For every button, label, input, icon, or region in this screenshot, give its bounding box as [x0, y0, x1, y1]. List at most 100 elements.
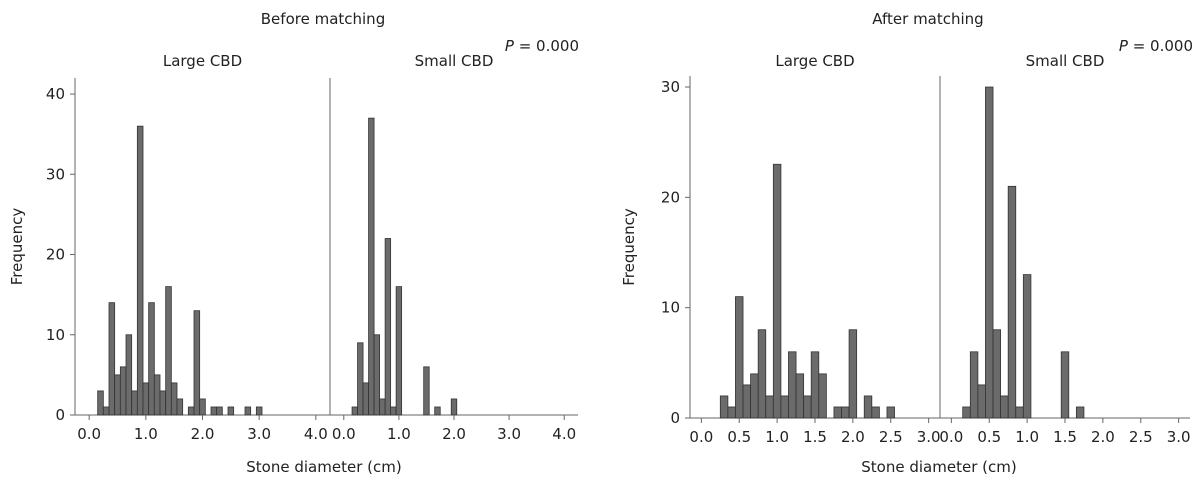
x-tick-label: 0.5 [727, 428, 751, 446]
histogram-bar [772, 163, 782, 419]
y-tick-label: 10 [661, 299, 680, 317]
histogram-bar [165, 286, 172, 416]
histogram-bar [434, 406, 441, 416]
histogram-bar [148, 302, 155, 416]
histogram-bar [210, 406, 218, 416]
histogram-bar [119, 366, 127, 416]
histogram-bar [765, 395, 774, 419]
histogram-bar [102, 406, 110, 416]
x-axis-label: Stone diameter (cm) [246, 458, 401, 476]
x-tick-label: 1.0 [1015, 428, 1039, 446]
histogram-bar [176, 398, 184, 416]
p-value-annotation: P = 0.000 [1119, 37, 1193, 55]
histogram-bar [818, 373, 827, 419]
chart-title: Before matching [261, 10, 385, 28]
histogram-bar [153, 374, 161, 416]
x-tick-label: 1.5 [1053, 428, 1077, 446]
histogram-bar [199, 398, 206, 416]
x-tick-label: 4.0 [552, 425, 576, 443]
x-tick-label: 4.0 [304, 425, 328, 443]
x-tick-label: 2.0 [1091, 428, 1115, 446]
histogram-bar [750, 373, 759, 419]
histogram-bar [788, 351, 797, 419]
histogram-bar [108, 302, 116, 416]
histogram-bar [848, 329, 858, 419]
histogram-bar [977, 384, 986, 419]
histogram-bar [841, 406, 850, 419]
histogram-bar [423, 366, 430, 416]
histogram-bar [142, 382, 150, 416]
histogram-bar [136, 125, 144, 416]
panel-large-cbd: Large CBD 0.0 1.0 2.0 3.0 4.0 [75, 52, 330, 443]
histogram-bar [780, 395, 789, 419]
histogram-bar [131, 390, 138, 416]
histogram-bar [735, 296, 744, 419]
y-axis-label: Frequency [620, 208, 638, 286]
histogram-bar [193, 310, 201, 416]
x-tick-label: 2.5 [879, 428, 903, 446]
histogram-bar [97, 390, 104, 416]
histogram-bar [1075, 406, 1085, 419]
histogram-bar [390, 406, 397, 416]
histogram-bar [985, 86, 994, 419]
panel-label: Small CBD [415, 52, 494, 70]
histogram-bar [255, 406, 263, 416]
histogram-bar [216, 406, 223, 416]
histogram-bar [871, 406, 880, 419]
histogram-bar [395, 286, 403, 416]
chart-1: After matching P = 0.000 0 10 20 30 Frequency S… [620, 10, 1193, 476]
histogram-bar [969, 351, 979, 419]
histogram-bar [1015, 406, 1024, 419]
y-tick-label: 10 [46, 326, 65, 344]
x-tick-label: 3.0 [1167, 428, 1191, 446]
p-value-text: = 0.000 [1128, 37, 1193, 55]
x-tick-label: 1.0 [134, 425, 158, 443]
panel-label: Large CBD [775, 52, 854, 70]
panel-small-cbd: Small CBD 0.0 0.5 1.0 1.5 2.0 2.5 3.0 [939, 52, 1190, 446]
histogram-bar [795, 373, 805, 419]
histogram-bar [962, 406, 971, 419]
p-value-symbol: P [505, 37, 515, 55]
x-tick-label: 1.0 [765, 428, 789, 446]
y-tick-label: 20 [46, 246, 65, 264]
histogram-bar [1060, 351, 1070, 419]
x-tick-label: 0.5 [977, 428, 1001, 446]
histogram-bar [114, 374, 121, 416]
panel-label: Large CBD [163, 52, 242, 70]
y-tick-label: 30 [46, 165, 65, 183]
x-tick-label: 2.0 [841, 428, 865, 446]
x-tick-label: 0.0 [332, 425, 356, 443]
p-value-text: = 0.000 [514, 37, 579, 55]
histogram-bar [362, 382, 369, 416]
panel-label: Small CBD [1026, 52, 1105, 70]
histogram-bar [757, 329, 767, 419]
histogram-bar [373, 334, 381, 416]
chart-title: After matching [872, 10, 983, 28]
y-axis-label: Frequency [8, 208, 26, 286]
histogram-bar [357, 342, 364, 416]
histogram-bar [803, 395, 812, 419]
panel-large-cbd: Large CBD 0.0 0.5 1.0 1.5 2.0 2.5 3.0 [689, 52, 940, 446]
y-tick-label: 20 [661, 188, 680, 206]
x-tick-label: 2.0 [442, 425, 466, 443]
histogram-bar [368, 117, 375, 416]
histogram-bar [863, 395, 873, 419]
x-tick-label: 0.0 [77, 425, 101, 443]
histogram-bar [1022, 274, 1032, 419]
y-tick-label: 30 [661, 78, 680, 96]
histogram-bar [719, 395, 729, 419]
x-tick-label: 1.5 [803, 428, 827, 446]
p-value-symbol: P [1119, 37, 1129, 55]
histogram-bar [742, 384, 752, 419]
histogram-bar [886, 406, 895, 419]
histogram-bar [1007, 185, 1017, 419]
x-tick-label: 1.0 [387, 425, 411, 443]
histogram-bar [170, 382, 178, 416]
histogram-bar [992, 329, 1002, 419]
histogram-bar [159, 390, 167, 416]
histogram-bar [351, 406, 358, 416]
histogram-bar [227, 406, 235, 416]
x-tick-label: 2.0 [191, 425, 215, 443]
histogram-bar [1000, 395, 1009, 419]
